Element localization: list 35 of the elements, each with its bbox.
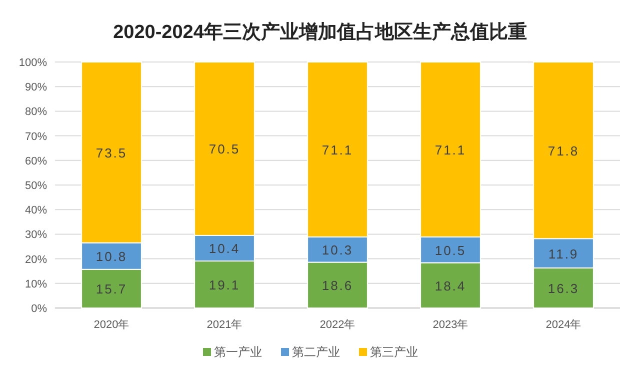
data-label: 11.9 bbox=[548, 246, 579, 262]
data-label: 71.1 bbox=[322, 142, 354, 158]
data-label: 15.7 bbox=[96, 282, 128, 297]
data-label: 10.8 bbox=[96, 249, 128, 264]
data-label: 10.3 bbox=[322, 242, 354, 258]
y-tick-label: 0% bbox=[31, 303, 48, 315]
x-tick-label: 2021年 bbox=[206, 319, 242, 331]
x-tick-label: 2020年 bbox=[94, 319, 130, 331]
x-tick-label: 2024年 bbox=[546, 319, 582, 331]
data-label: 10.5 bbox=[434, 242, 466, 258]
x-tick-label: 2022年 bbox=[320, 319, 356, 331]
y-tick-label: 90% bbox=[24, 82, 48, 94]
data-label: 18.4 bbox=[434, 278, 466, 294]
y-tick-label: 50% bbox=[24, 180, 48, 192]
y-tick-label: 60% bbox=[24, 155, 48, 168]
data-label: 10.4 bbox=[208, 241, 240, 256]
legend-label: 第一产业 bbox=[214, 345, 262, 359]
data-label: 19.1 bbox=[208, 278, 240, 293]
data-label: 71.1 bbox=[434, 142, 466, 158]
data-label: 70.5 bbox=[208, 142, 240, 157]
legend-label: 第二产业 bbox=[292, 345, 340, 359]
data-label: 16.3 bbox=[548, 280, 580, 296]
data-label: 73.5 bbox=[96, 145, 128, 160]
x-tick-label: 2023年 bbox=[432, 319, 468, 331]
legend-label: 第三产业 bbox=[370, 345, 418, 359]
y-tick-label: 100% bbox=[18, 57, 48, 69]
chart-title: 2020-2024年三次产业增加值占地区生产总值比重 bbox=[113, 21, 527, 43]
y-tick-label: 70% bbox=[24, 130, 48, 143]
data-label: 71.8 bbox=[548, 143, 580, 158]
y-tick-label: 80% bbox=[24, 106, 48, 118]
y-tick-label: 20% bbox=[24, 254, 48, 266]
data-label: 18.6 bbox=[322, 278, 354, 294]
y-tick-label: 30% bbox=[24, 229, 48, 242]
y-tick-label: 10% bbox=[24, 278, 48, 290]
y-tick-label: 40% bbox=[24, 204, 48, 217]
